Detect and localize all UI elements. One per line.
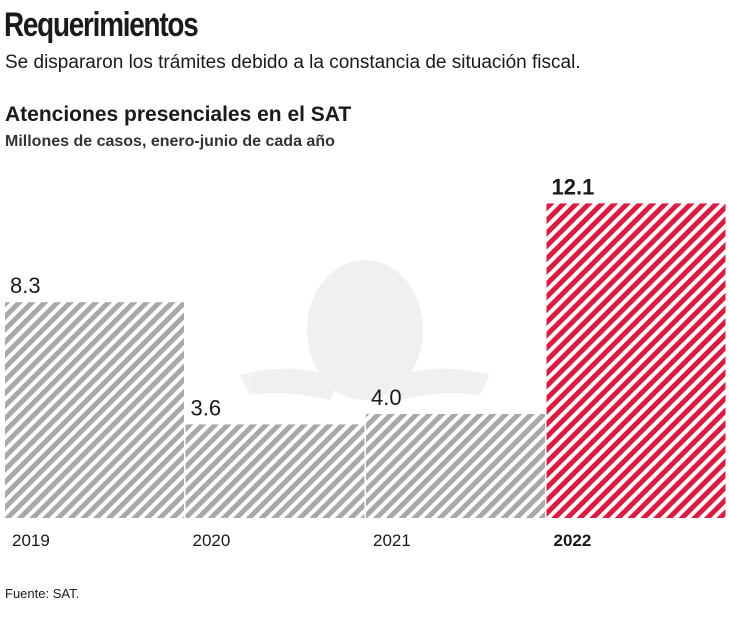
page-title: Requerimientos xyxy=(4,6,199,44)
chart-subtitle: Millones de casos, enero-junio de cada a… xyxy=(5,133,335,150)
page-subtitle: Se dispararon los trámites debido a la c… xyxy=(5,52,581,73)
watermark-logo xyxy=(240,260,490,400)
value-label-2020: 3.6 xyxy=(191,395,222,420)
bar-2019 xyxy=(5,302,184,518)
chart-title: Atenciones presenciales en el SAT xyxy=(5,103,352,126)
source-note: Fuente: SAT. xyxy=(5,586,80,601)
x-tick-label-2019: 2019 xyxy=(12,531,50,550)
x-tick-label-2020: 2020 xyxy=(193,531,231,550)
value-label-2022: 12.1 xyxy=(552,174,595,199)
value-label-2019: 8.3 xyxy=(10,273,41,298)
value-label-2021: 4.0 xyxy=(371,385,402,410)
x-tick-label-2022: 2022 xyxy=(554,531,592,550)
bar-2020 xyxy=(185,424,365,518)
bar-2022 xyxy=(546,203,726,518)
x-tick-label-2021: 2021 xyxy=(373,531,411,550)
bar-2021 xyxy=(366,414,545,518)
